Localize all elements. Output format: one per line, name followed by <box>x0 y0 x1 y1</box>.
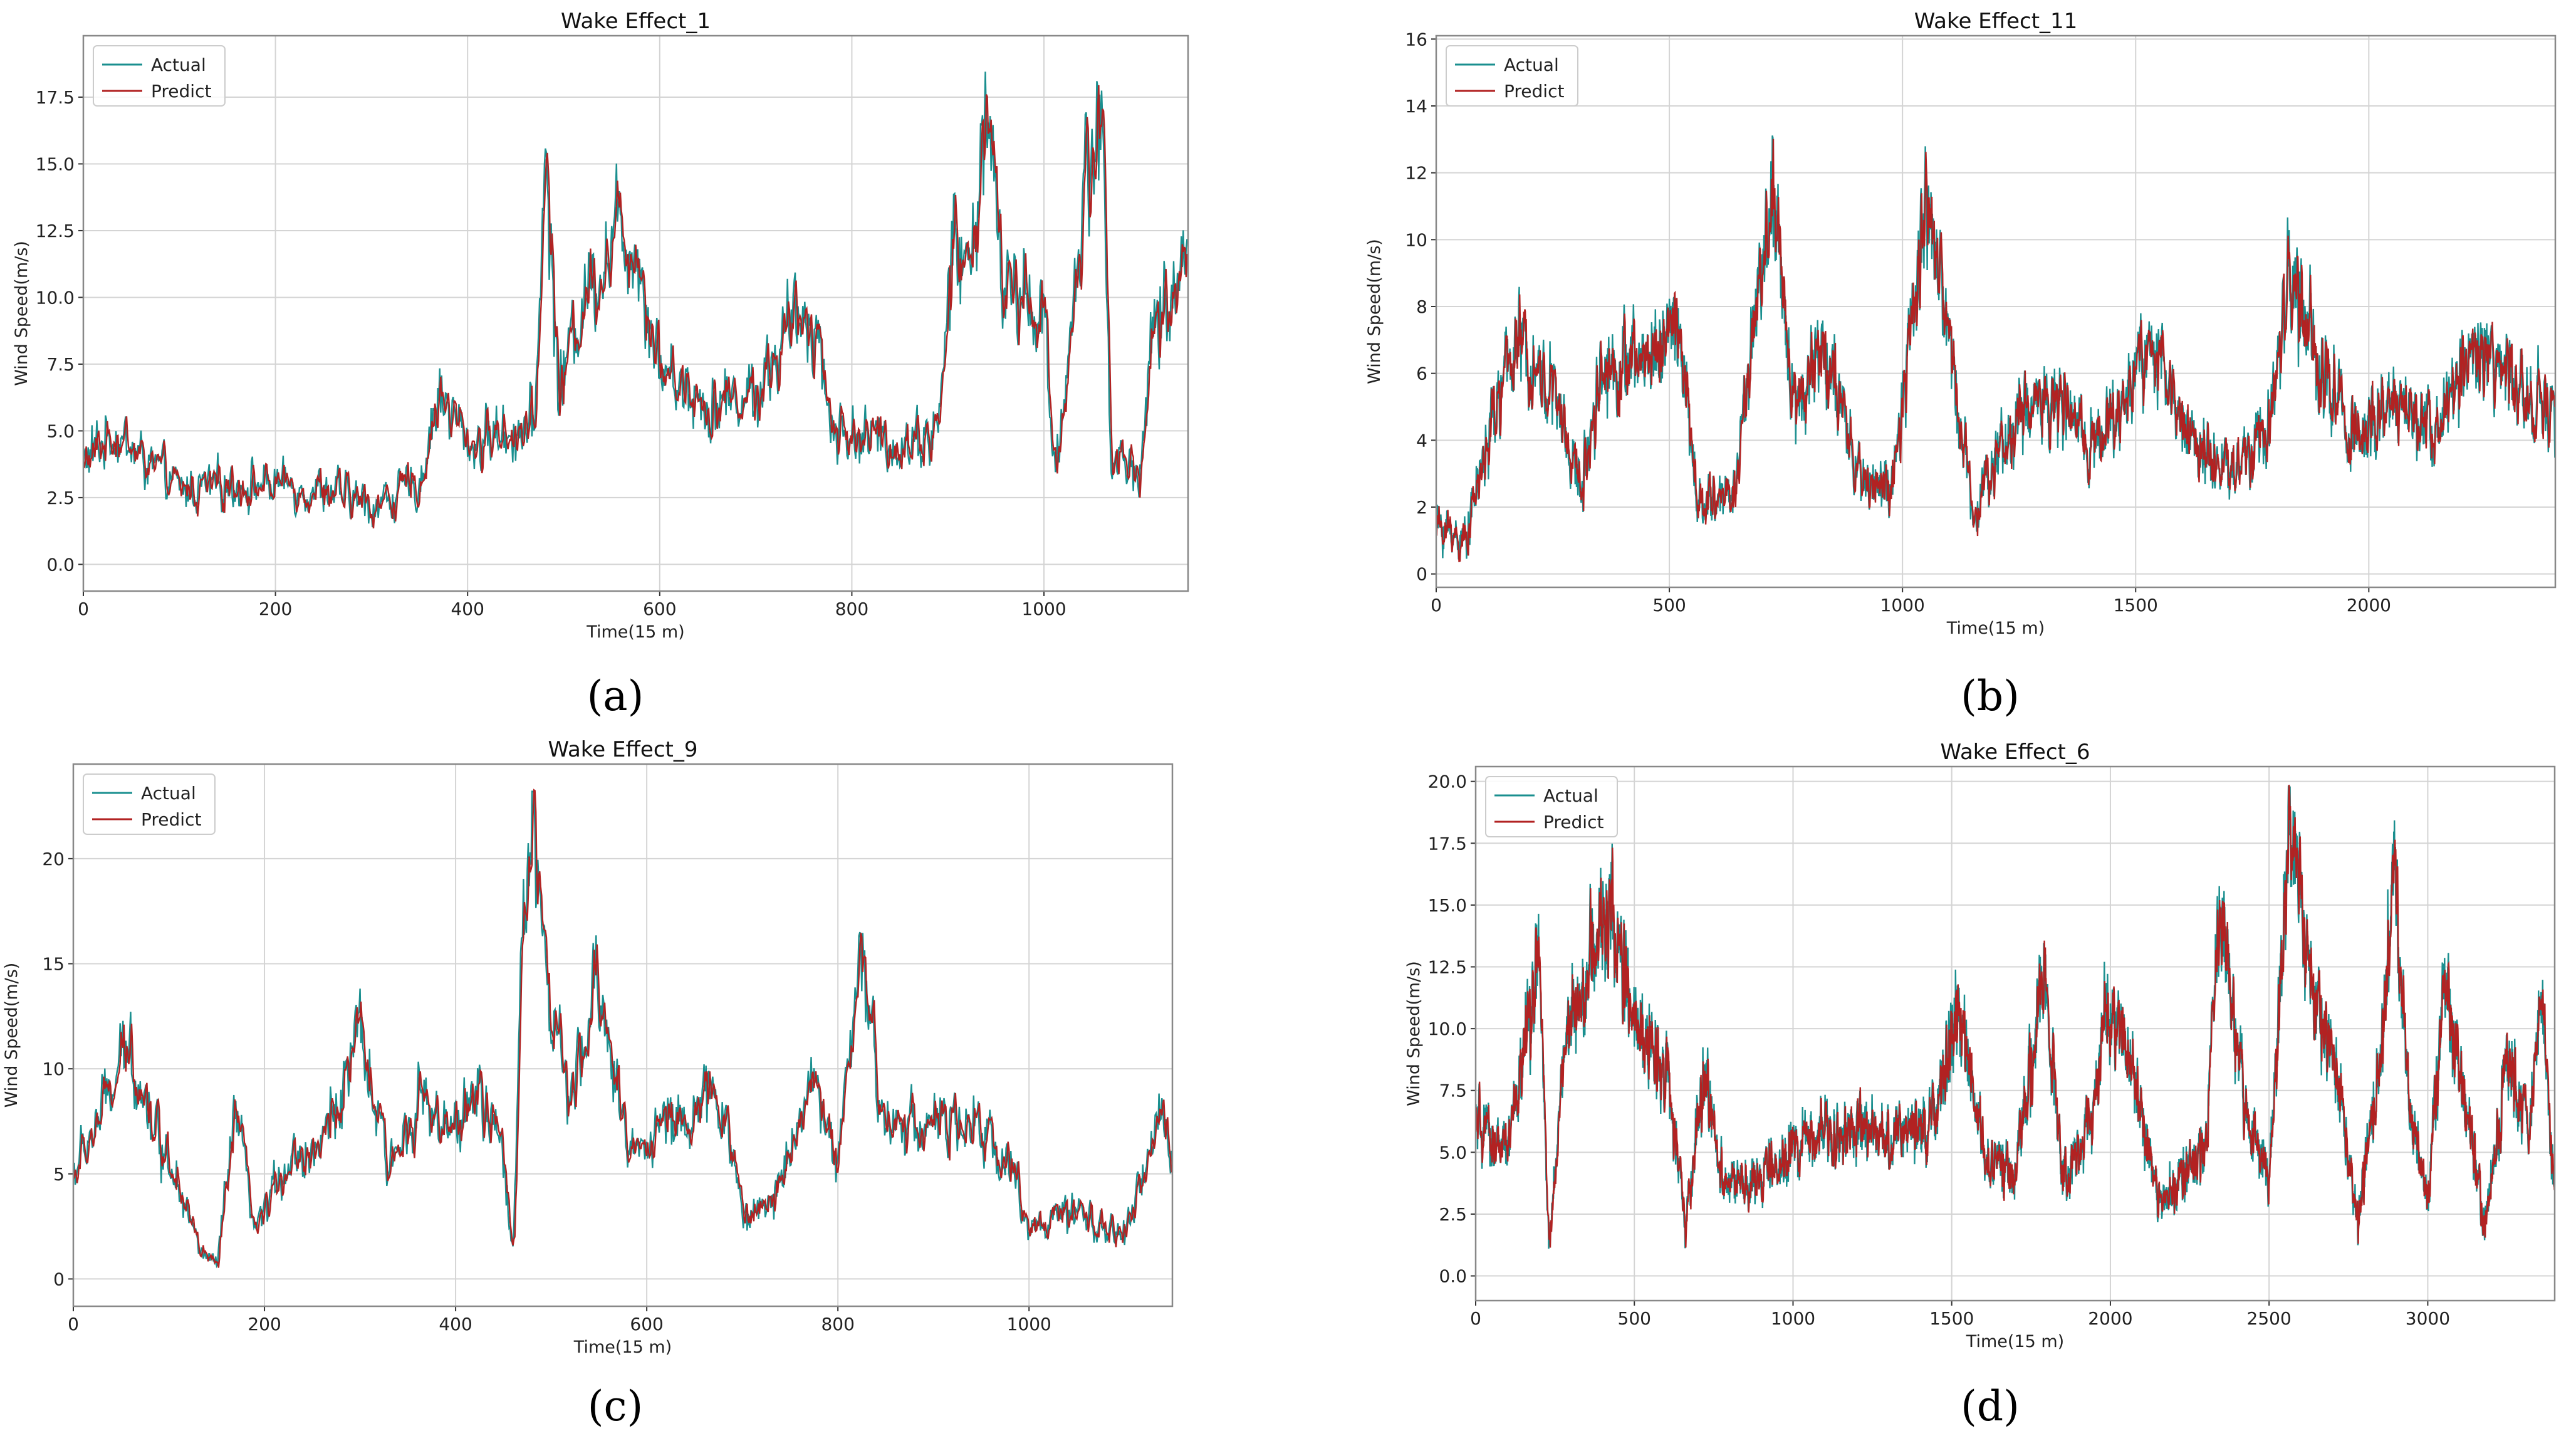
y-tick-label: 0.0 <box>1439 1266 1467 1287</box>
chart-title: Wake Effect_1 <box>561 9 711 34</box>
panel-label-a: (a) <box>587 672 644 720</box>
y-axis-label: Wind Speed(m/s) <box>1365 239 1384 384</box>
x-tick-label: 1000 <box>1880 595 1925 616</box>
x-tick-label: 500 <box>1652 595 1686 616</box>
y-tick-label: 15.0 <box>36 154 75 174</box>
legend-predict-label: Predict <box>1504 81 1564 102</box>
plot-frame <box>1435 34 2557 589</box>
y-tick-label: 14 <box>1405 96 1427 117</box>
y-tick-label: 10.0 <box>1428 1019 1467 1039</box>
x-tick-label: 1500 <box>2114 595 2158 616</box>
y-tick-label: 20 <box>42 849 65 869</box>
x-tick-label: 0 <box>68 1314 79 1334</box>
x-tick-label: 3000 <box>2406 1308 2450 1329</box>
y-tick-label: 5 <box>53 1164 65 1185</box>
y-tick-label: 12 <box>1405 163 1427 184</box>
x-tick-label: 2500 <box>2247 1308 2292 1329</box>
legend <box>83 773 216 835</box>
chart-panel-a: 0 200 400 600 800 1000 0.0 2.5 5.0 7.5 10.0 12.5 15.… <box>12 9 1189 642</box>
legend-predict-label: Predict <box>151 81 211 102</box>
plot-frame <box>82 34 1189 592</box>
series-line-predict <box>1436 139 2555 562</box>
y-axis-label: Wind Speed(m/s) <box>2 963 21 1108</box>
x-tick-label: 400 <box>439 1314 472 1334</box>
x-axis-label: Time(15 m) <box>573 1338 672 1357</box>
panel-label-c: (c) <box>588 1382 643 1430</box>
y-tick-label: 16 <box>1405 29 1427 50</box>
x-tick-label: 1000 <box>1771 1308 1815 1329</box>
x-tick-label: 400 <box>451 599 484 619</box>
x-tick-label: 2000 <box>2088 1308 2132 1329</box>
x-tick-label: 800 <box>835 599 868 619</box>
plot-area <box>1436 36 2555 587</box>
x-tick-label: 800 <box>821 1314 854 1334</box>
y-tick-label: 15 <box>42 954 65 975</box>
y-tick-label: 5.0 <box>46 421 75 441</box>
series-line-predict <box>83 85 1188 529</box>
y-axis-label: Wind Speed(m/s) <box>1404 961 1424 1106</box>
legend-predict-label: Predict <box>141 809 201 830</box>
x-tick-label: 1500 <box>1929 1308 1974 1329</box>
y-tick-label: 4 <box>1416 430 1427 451</box>
legend-predict-label: Predict <box>1543 812 1603 832</box>
chart-title: Wake Effect_9 <box>548 737 698 762</box>
y-tick-label: 7.5 <box>46 354 75 375</box>
x-tick-label: 600 <box>643 599 676 619</box>
y-tick-label: 2.5 <box>46 488 75 508</box>
chart-title: Wake Effect_6 <box>1941 740 2090 765</box>
x-tick-label: 1000 <box>1007 1314 1051 1334</box>
chart-panel-b: 0 500 1000 1500 2000 0 2 4 6 8 10 12 14 16 Wake Effect… <box>1365 9 2557 638</box>
plot-frame <box>1474 765 2556 1302</box>
chart-panel-d: 0 500 1000 1500 2000 2500 3000 0.0 2.5 5.0 7.5 10.0… <box>1404 740 2556 1351</box>
x-tick-label: 600 <box>630 1314 663 1334</box>
y-tick-label: 2 <box>1416 497 1427 518</box>
x-tick-label: 2000 <box>2347 595 2391 616</box>
series-line-predict <box>1476 784 2555 1248</box>
chart-panel-c: 0 200 400 600 800 1000 0 5 10 15 20 Wake Effect_9 Ti… <box>2 737 1174 1357</box>
y-tick-label: 0 <box>1416 564 1427 585</box>
y-tick-label: 12.5 <box>1428 957 1467 978</box>
x-tick-label: 500 <box>1618 1308 1651 1329</box>
y-tick-label: 20.0 <box>1428 772 1467 792</box>
x-tick-label: 0 <box>78 599 89 619</box>
y-tick-label: 10.0 <box>36 287 75 308</box>
x-tick-label: 0 <box>1470 1308 1481 1329</box>
legend-actual-label: Actual <box>1543 785 1598 806</box>
y-tick-label: 0 <box>53 1269 65 1289</box>
legend <box>1485 776 1618 837</box>
y-tick-label: 10 <box>42 1059 65 1079</box>
y-tick-label: 5.0 <box>1439 1142 1467 1163</box>
x-tick-label: 0 <box>1431 595 1442 616</box>
y-tick-label: 12.5 <box>36 221 75 241</box>
legend <box>1446 45 1578 107</box>
grid-lines <box>73 764 1172 1306</box>
x-tick-label: 200 <box>259 599 292 619</box>
panel-label-b: (b) <box>1961 672 2020 720</box>
x-axis-label: Time(15 m) <box>586 622 684 642</box>
y-tick-label: 17.5 <box>36 87 75 108</box>
chart-title: Wake Effect_11 <box>1914 9 2078 34</box>
y-axis-label: Wind Speed(m/s) <box>12 241 31 386</box>
y-tick-label: 6 <box>1416 364 1427 384</box>
plot-area <box>73 764 1172 1306</box>
legend <box>93 45 226 107</box>
panel-label-d: (d) <box>1961 1382 2020 1430</box>
x-tick-label: 200 <box>248 1314 281 1334</box>
legend-actual-label: Actual <box>1504 55 1559 75</box>
legend-actual-label: Actual <box>151 55 206 75</box>
x-tick-label: 1000 <box>1021 599 1066 619</box>
series-line-predict <box>73 789 1172 1268</box>
y-tick-label: 0.0 <box>46 554 75 575</box>
x-axis-label: Time(15 m) <box>1946 619 2045 638</box>
y-tick-label: 15.0 <box>1428 895 1467 916</box>
y-tick-label: 8 <box>1416 296 1427 317</box>
legend-actual-label: Actual <box>141 783 196 804</box>
y-tick-label: 17.5 <box>1428 833 1467 854</box>
x-axis-label: Time(15 m) <box>1966 1332 2064 1351</box>
plot-frame <box>72 763 1174 1308</box>
y-tick-label: 7.5 <box>1439 1081 1467 1101</box>
y-tick-label: 10 <box>1405 229 1427 250</box>
y-tick-label: 2.5 <box>1439 1204 1467 1225</box>
